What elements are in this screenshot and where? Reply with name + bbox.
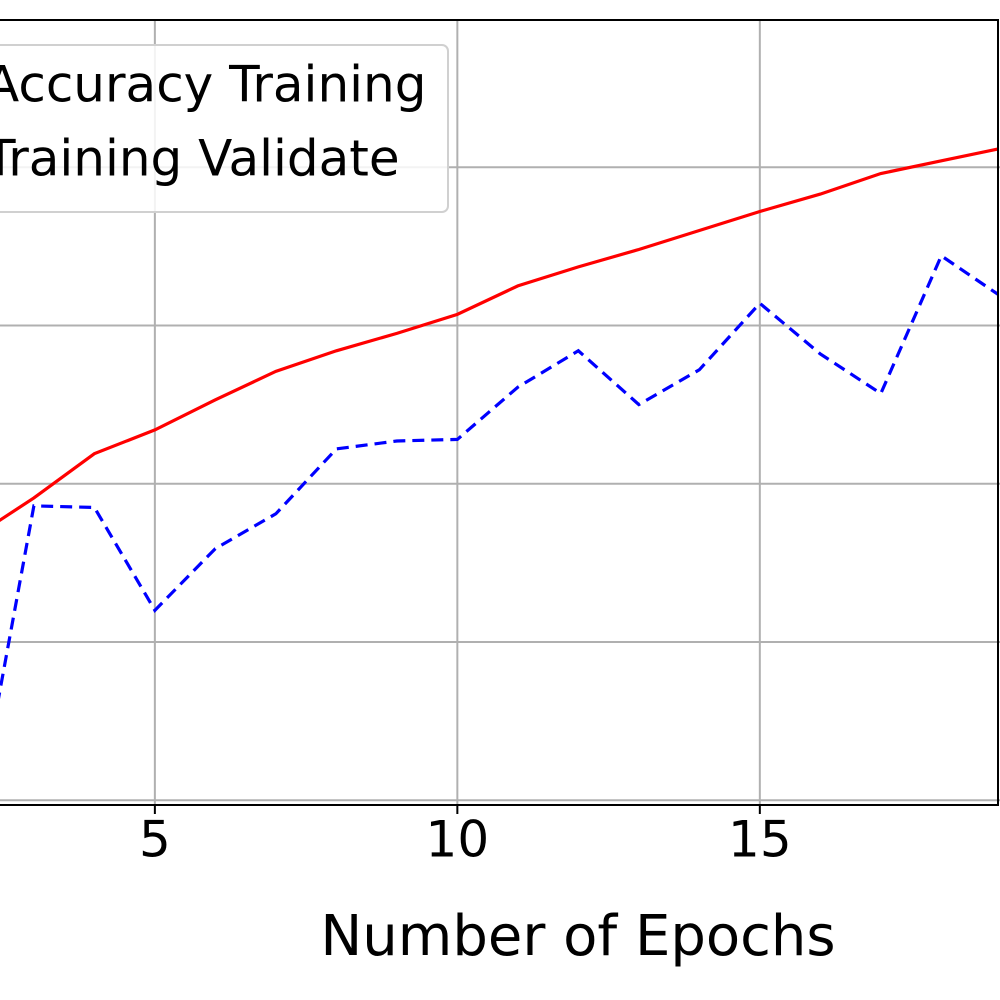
legend-box xyxy=(0,44,449,213)
x-tick-label: 5 xyxy=(139,811,171,869)
plot-frame xyxy=(0,19,999,806)
x-tick-label: 15 xyxy=(728,811,792,869)
plot-area xyxy=(0,147,998,700)
axes: 5 10 15 xyxy=(139,805,792,869)
x-tick-label: 10 xyxy=(426,811,490,869)
legend: Accuracy Training Training Validate xyxy=(0,44,449,213)
x-axis-label: Number of Epochs xyxy=(320,904,835,969)
legend-label: Training Validate xyxy=(0,130,400,188)
series-line xyxy=(0,253,998,700)
legend-label: Accuracy Training xyxy=(0,56,426,114)
series-line xyxy=(0,147,998,523)
